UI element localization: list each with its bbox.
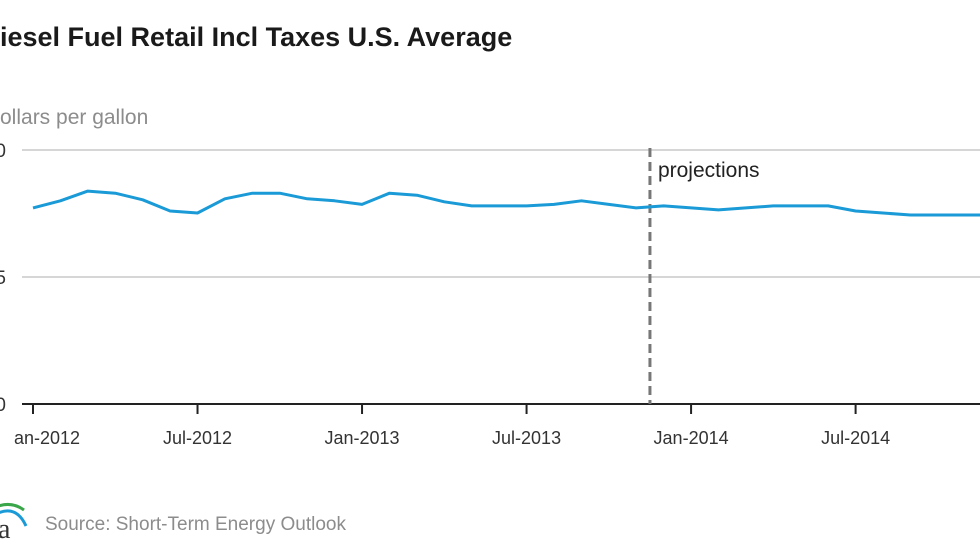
y-tick-label: 0	[0, 395, 6, 416]
x-tick-label: Jul-2014	[821, 428, 890, 448]
y-axis-label: ollars per gallon	[0, 106, 149, 129]
series-line	[32, 189, 980, 217]
x-tick-label: Jan-2013	[325, 428, 400, 448]
projections-label: projections	[658, 159, 760, 182]
source-note: Source: Short-Term Energy Outlook	[45, 514, 346, 535]
line-chart: 0 5 0 an-2012 Jul-2012 Jan-2013 Jul-2013 Jan-20…	[0, 141, 980, 448]
x-tick-label: an-2012	[14, 428, 80, 448]
x-tick-label: Jul-2013	[492, 428, 561, 448]
y-tick-label: 0	[0, 141, 6, 162]
y-tick-label: 5	[0, 268, 6, 289]
eia-logo: a	[0, 503, 28, 544]
chart-title: iesel Fuel Retail Incl Taxes U.S. Averag…	[0, 22, 513, 52]
x-tick-label: Jan-2014	[654, 428, 729, 448]
svg-text:a: a	[0, 514, 11, 544]
x-tick-label: Jul-2012	[163, 428, 232, 448]
